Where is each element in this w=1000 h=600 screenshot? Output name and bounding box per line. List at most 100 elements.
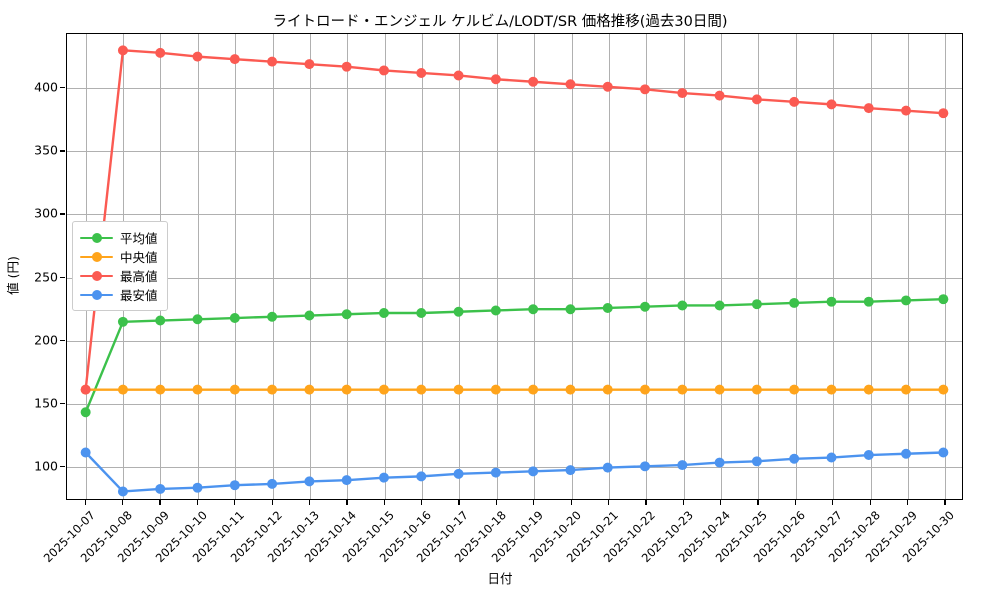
gridline-vertical — [683, 34, 685, 499]
series-point — [80, 407, 91, 418]
x-axis-tick-mark — [794, 500, 796, 505]
y-axis-tick-mark — [60, 213, 65, 215]
series-point — [751, 94, 762, 105]
series-point — [901, 295, 912, 306]
gridline-vertical — [384, 34, 386, 499]
x-axis-tick-mark — [495, 500, 497, 505]
x-axis-tick-mark — [421, 500, 423, 505]
series-point — [117, 316, 128, 327]
series-point — [640, 301, 651, 312]
series-point — [789, 96, 800, 107]
series-point — [229, 54, 240, 65]
gridline-horizontal — [67, 88, 962, 90]
y-axis-tick-label: 400 — [34, 79, 58, 95]
series-point — [453, 384, 464, 395]
series-point — [863, 296, 874, 307]
x-axis-tick-mark — [196, 500, 198, 505]
x-axis-tick-mark — [682, 500, 684, 505]
x-axis-tick-mark — [122, 500, 124, 505]
gridline-vertical — [870, 34, 872, 499]
gridline-vertical — [197, 34, 199, 499]
series-point — [826, 99, 837, 110]
series-point — [938, 384, 949, 395]
gridline-vertical — [571, 34, 573, 499]
legend-marker-icon — [80, 250, 113, 264]
series-point — [640, 384, 651, 395]
series-point — [863, 384, 874, 395]
legend-marker-icon — [80, 231, 113, 245]
series-point — [677, 88, 688, 99]
series-point — [789, 453, 800, 464]
series-point — [378, 384, 389, 395]
series-point — [304, 384, 315, 395]
legend-label: 最高値 — [120, 269, 158, 284]
series-point — [155, 315, 166, 326]
y-axis-tick-label: 300 — [34, 205, 58, 221]
y-axis-tick-mark — [60, 276, 65, 278]
series-point — [789, 384, 800, 395]
series-point — [453, 70, 464, 81]
series-point — [416, 384, 427, 395]
x-axis-tick-mark — [346, 500, 348, 505]
gridline-horizontal — [67, 277, 962, 279]
series-point — [80, 447, 91, 458]
series-point — [416, 67, 427, 78]
series-point — [677, 384, 688, 395]
y-axis-tick-mark — [60, 87, 65, 89]
legend-item-4[interactable]: 最安値 — [80, 285, 158, 304]
gridline-horizontal — [67, 466, 962, 468]
gridline-horizontal — [67, 403, 962, 405]
series-point — [341, 61, 352, 72]
gridline-vertical — [646, 34, 648, 499]
series-point — [192, 384, 203, 395]
plot-area — [66, 33, 963, 500]
gridline-vertical — [758, 34, 760, 499]
series-line — [84, 451, 945, 493]
y-axis-tick-label: 250 — [34, 269, 58, 285]
legend-label: 平均値 — [120, 231, 158, 246]
gridline-vertical — [235, 34, 237, 499]
series-point — [117, 486, 128, 497]
x-axis-tick-mark — [458, 500, 460, 505]
x-axis-tick-mark — [84, 500, 86, 505]
y-axis-tick-label: 150 — [34, 395, 58, 411]
legend-item-3[interactable]: 最高値 — [80, 266, 158, 285]
legend-marker-icon — [80, 288, 113, 302]
series-point — [192, 314, 203, 325]
series-point — [155, 384, 166, 395]
x-axis-tick-mark — [944, 500, 946, 505]
chart-legend: 平均値中央値最高値 最安値 — [72, 221, 168, 311]
series-point — [528, 466, 539, 477]
series-point — [751, 384, 762, 395]
gridline-vertical — [534, 34, 536, 499]
gridline-vertical — [422, 34, 424, 499]
gridline-vertical — [309, 34, 311, 499]
series-point — [416, 471, 427, 482]
series-point — [677, 300, 688, 311]
series-point — [751, 299, 762, 310]
legend-item-2[interactable]: 中央値 — [80, 247, 158, 266]
series-point — [453, 468, 464, 479]
series-point — [453, 306, 464, 317]
series-point — [378, 308, 389, 318]
x-axis-tick-mark — [869, 500, 871, 505]
series-point — [938, 294, 949, 305]
series-point — [528, 76, 539, 87]
series-point — [751, 456, 762, 467]
y-axis-tick-label: 350 — [34, 142, 58, 158]
gridline-vertical — [795, 34, 797, 499]
series-point — [490, 74, 501, 85]
x-axis-tick-mark — [308, 500, 311, 505]
legend-label: 中央値 — [120, 250, 158, 265]
y-axis-tick-mark — [60, 150, 65, 152]
y-axis-tick-mark — [60, 339, 65, 341]
series-point — [341, 309, 352, 320]
gridline-vertical — [347, 34, 349, 499]
series-point — [304, 59, 315, 70]
series-point — [863, 450, 874, 460]
series-point — [602, 81, 613, 92]
x-axis-tick-mark — [832, 500, 834, 505]
data-series-layer — [80, 45, 949, 497]
gridline-vertical — [272, 34, 274, 499]
legend-item-1[interactable]: 平均値 — [80, 228, 158, 247]
